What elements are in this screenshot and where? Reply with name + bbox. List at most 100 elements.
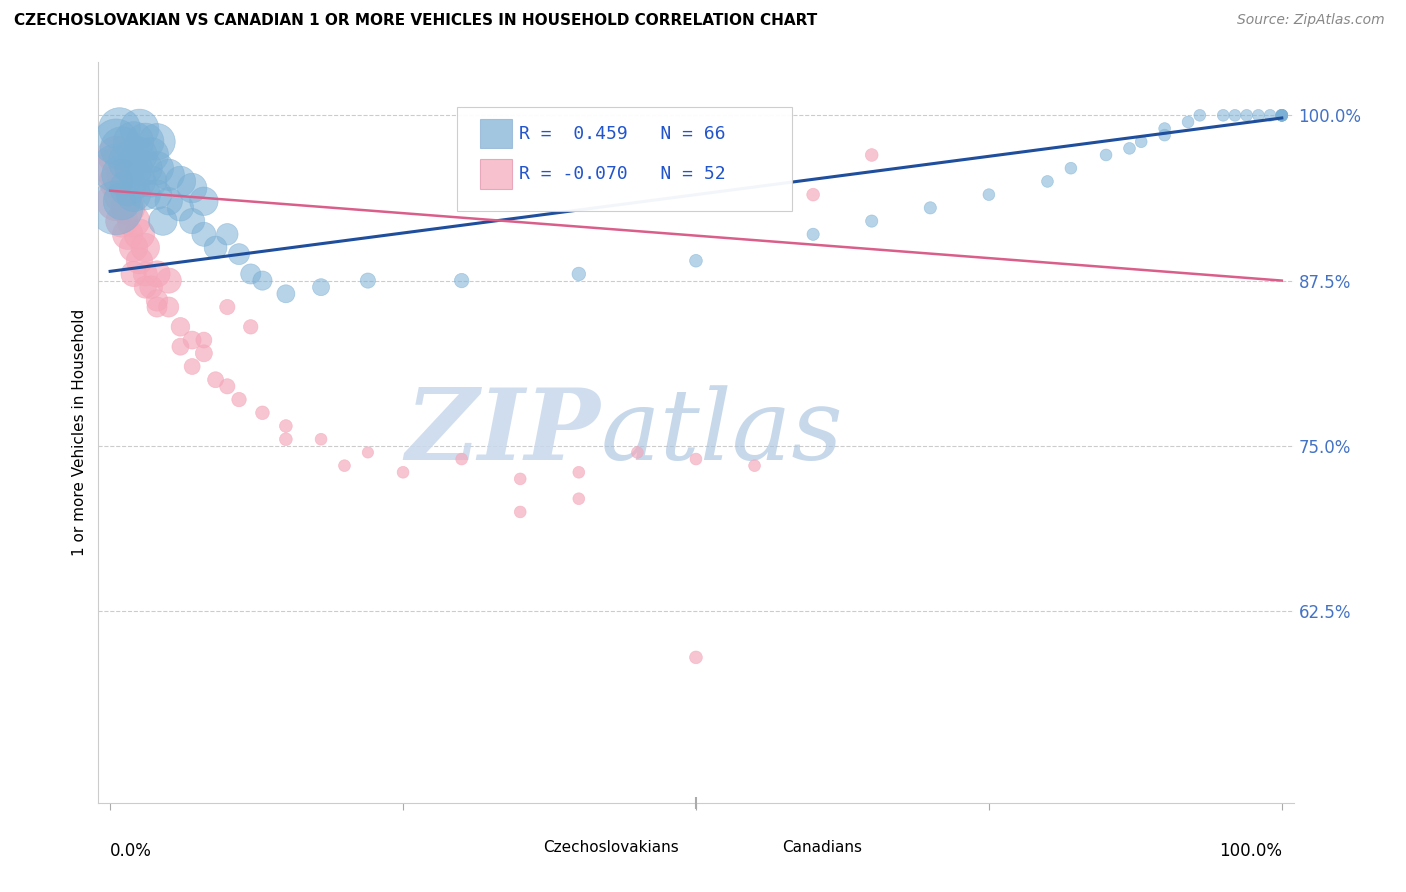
Point (204, 240, 226, 255)
Point (146, 300, 169, 314)
Point (568, 465, 591, 479)
Point (1130, 135, 1153, 149)
Point (1236, 108, 1258, 122)
Point (105, 194, 128, 209)
Point (217, 227, 239, 242)
Point (128, 174, 150, 188)
Text: Source: ZipAtlas.com: Source: ZipAtlas.com (1237, 13, 1385, 28)
Point (105, 135, 128, 149)
Text: R =  0.459   N = 66: R = 0.459 N = 66 (519, 125, 725, 143)
Point (193, 194, 215, 209)
Point (146, 135, 169, 149)
Text: 100.0%: 100.0% (1219, 842, 1282, 860)
Point (1223, 108, 1246, 122)
Point (1060, 161, 1083, 176)
Point (1247, 108, 1270, 122)
Point (568, 491, 591, 506)
Point (217, 379, 239, 393)
Point (111, 168, 134, 182)
Point (568, 267, 591, 281)
Point (169, 340, 191, 354)
Point (217, 300, 239, 314)
Point (274, 419, 297, 434)
Point (134, 135, 156, 149)
Point (169, 319, 191, 334)
Point (239, 267, 262, 281)
Point (169, 201, 191, 215)
Point (1271, 108, 1294, 122)
Point (685, 452, 707, 467)
Point (450, 452, 472, 467)
Point (111, 187, 134, 202)
Text: Canadians: Canadians (782, 839, 862, 855)
Point (146, 161, 169, 176)
Point (105, 174, 128, 188)
Point (333, 458, 356, 473)
Point (111, 194, 134, 209)
Point (1177, 115, 1199, 129)
Point (117, 181, 139, 195)
Point (141, 280, 163, 294)
Point (181, 214, 204, 228)
Point (169, 174, 191, 188)
Point (860, 148, 883, 162)
Point (157, 194, 180, 209)
Point (122, 240, 145, 255)
Point (1095, 148, 1118, 162)
Point (117, 154, 139, 169)
Point (193, 227, 215, 242)
Point (252, 274, 274, 288)
Point (134, 267, 156, 281)
Point (122, 187, 145, 202)
Point (128, 121, 150, 136)
Point (977, 187, 1000, 202)
Point (801, 187, 824, 202)
Point (860, 214, 883, 228)
FancyBboxPatch shape (509, 837, 538, 859)
Point (1271, 108, 1294, 122)
FancyBboxPatch shape (748, 837, 778, 859)
Point (105, 161, 128, 176)
Point (685, 650, 707, 665)
Point (1258, 108, 1281, 122)
Point (122, 135, 145, 149)
Text: atlas: atlas (600, 385, 844, 480)
Point (146, 187, 169, 202)
Point (309, 432, 332, 446)
Point (105, 161, 128, 176)
Point (252, 406, 274, 420)
Point (181, 181, 204, 195)
Text: CZECHOSLOVAKIAN VS CANADIAN 1 OR MORE VEHICLES IN HOUSEHOLD CORRELATION CHART: CZECHOSLOVAKIAN VS CANADIAN 1 OR MORE VE… (14, 13, 817, 29)
Point (146, 293, 169, 308)
Point (134, 161, 156, 176)
Point (204, 373, 226, 387)
Point (111, 214, 134, 228)
Point (1271, 108, 1294, 122)
Point (685, 253, 707, 268)
Point (141, 174, 163, 188)
Point (157, 168, 180, 182)
Point (509, 505, 531, 519)
Point (626, 445, 648, 459)
Point (801, 227, 824, 242)
Point (108, 121, 131, 136)
Point (309, 280, 332, 294)
Point (122, 161, 145, 176)
Point (1271, 108, 1294, 122)
Point (1153, 121, 1175, 136)
Point (193, 346, 215, 360)
Point (128, 148, 150, 162)
Point (1188, 108, 1211, 122)
Point (117, 227, 139, 242)
Point (128, 227, 150, 242)
Point (239, 319, 262, 334)
Point (1153, 128, 1175, 143)
Point (122, 214, 145, 228)
Point (152, 214, 174, 228)
Point (111, 168, 134, 182)
Point (193, 333, 215, 347)
Point (105, 148, 128, 162)
Point (920, 201, 942, 215)
Point (1271, 108, 1294, 122)
Point (134, 187, 156, 202)
